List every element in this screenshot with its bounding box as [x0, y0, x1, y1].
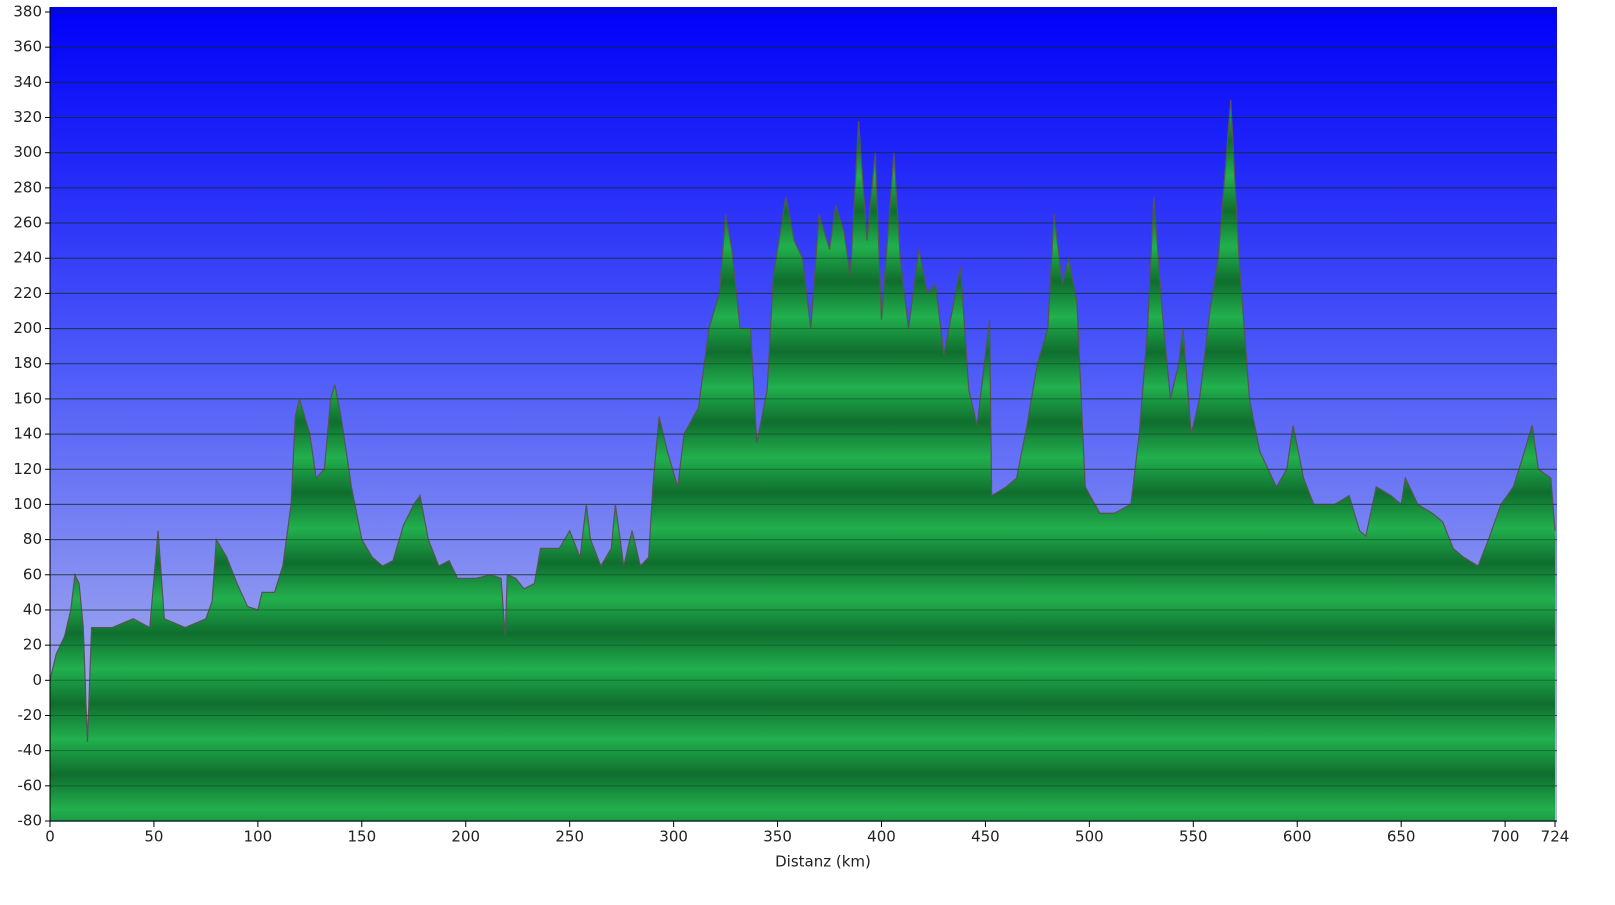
x-tick-label: 600 — [1283, 828, 1312, 846]
y-tick-label: 20 — [23, 636, 42, 654]
x-tick-label: 700 — [1491, 828, 1520, 846]
x-tick-label: 400 — [867, 828, 896, 846]
x-tick-label: 450 — [971, 828, 1000, 846]
y-tick-label: 320 — [13, 108, 42, 126]
elevation-line — [49, 99, 1556, 742]
y-tick-label: 340 — [13, 73, 42, 91]
y-tick-label: -20 — [18, 706, 43, 724]
x-tick-label: 250 — [555, 828, 584, 846]
x-tick-label: 50 — [144, 828, 163, 846]
x-tick-label: 550 — [1179, 828, 1208, 846]
y-tick-label: 40 — [23, 600, 42, 618]
y-tick-label: 180 — [13, 354, 42, 372]
y-tick-label: 140 — [13, 425, 42, 443]
x-tick-label: 724 — [1541, 828, 1570, 846]
x-tick-label: 500 — [1075, 828, 1104, 846]
y-tick-label: -80 — [18, 812, 43, 830]
y-tick-label: 200 — [13, 319, 42, 337]
y-tick-label: 160 — [13, 389, 42, 407]
y-tick-label: 80 — [23, 530, 42, 548]
x-axis-label: Distanz (km) — [775, 853, 871, 871]
y-tick-label: 300 — [13, 143, 42, 161]
y-tick-label: -40 — [18, 741, 43, 759]
x-tick-label: 0 — [45, 828, 55, 846]
y-tick-label: 280 — [13, 178, 42, 196]
x-tick-label: 150 — [347, 828, 376, 846]
y-tick-label: 0 — [32, 671, 42, 689]
x-tick-label: 300 — [659, 828, 688, 846]
y-tick-label: 100 — [13, 495, 42, 513]
y-tick-label: 240 — [13, 249, 42, 267]
y-tick-label: 260 — [13, 214, 42, 232]
y-tick-label: 220 — [13, 284, 42, 302]
y-tick-label: 120 — [13, 460, 42, 478]
y-tick-label: 360 — [13, 38, 42, 56]
x-tick-label: 350 — [763, 828, 792, 846]
x-tick-label: 200 — [451, 828, 480, 846]
x-tick-label: 100 — [244, 828, 273, 846]
elevation-area — [50, 99, 1555, 822]
x-tick-label: 650 — [1387, 828, 1416, 846]
y-tick-label: -60 — [18, 776, 43, 794]
y-tick-label: 60 — [23, 565, 42, 583]
y-tick-label: 380 — [13, 3, 42, 21]
